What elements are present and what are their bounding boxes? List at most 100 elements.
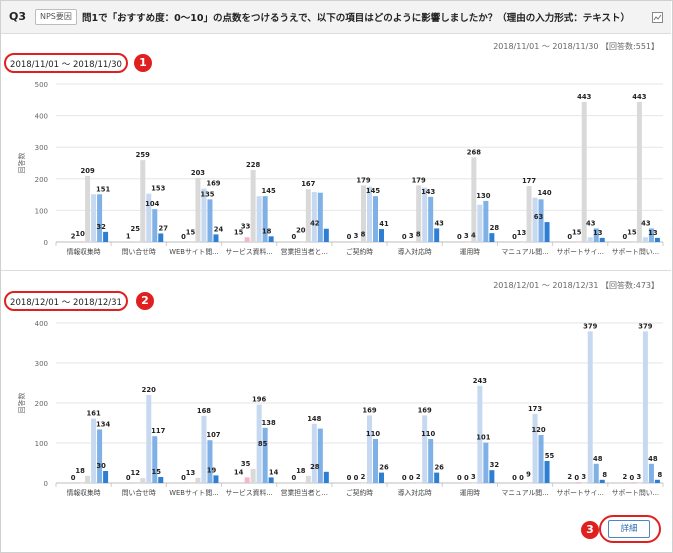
question-number: Q3: [9, 10, 27, 23]
bar: [575, 482, 581, 483]
data-label: 151: [96, 185, 110, 193]
data-label: 220: [142, 386, 156, 394]
question-title: 問1で「おすすめ度：0〜10」の点数をつけるうえで、以下の項目はどのように影響し…: [82, 13, 630, 24]
bar: [317, 192, 323, 242]
data-label: 0: [181, 233, 186, 241]
data-label: 8: [416, 230, 421, 238]
bar: [477, 385, 483, 483]
bar: [195, 477, 201, 483]
bar: [373, 196, 378, 242]
bar: [207, 440, 213, 483]
bar: [489, 470, 495, 483]
data-label: 0: [519, 474, 524, 482]
data-label: 33: [241, 223, 251, 231]
x-tick-label: サポートサイ...: [557, 489, 604, 497]
data-label: 0: [181, 474, 186, 482]
y-tick-label: 300: [35, 144, 48, 152]
data-label: 161: [86, 410, 100, 418]
data-label: 0: [126, 474, 131, 482]
data-label: 0: [457, 233, 462, 241]
data-label: 15: [627, 228, 637, 236]
bar: [538, 199, 544, 242]
annotation-badge-2: 2: [136, 292, 154, 310]
data-label: 26: [379, 464, 389, 472]
bar: [471, 157, 477, 242]
x-tick-label: 営業担当者と...: [281, 247, 328, 256]
bar: [599, 479, 605, 483]
y-tick-label: 200: [35, 176, 48, 184]
data-label: 179: [356, 176, 370, 184]
data-label: 173: [528, 405, 542, 413]
data-label: 130: [476, 192, 490, 200]
bar: [483, 200, 489, 242]
data-label: 8: [602, 471, 607, 479]
y-tick-label: 400: [35, 113, 48, 121]
y-tick-label: 100: [35, 207, 48, 215]
data-label: 110: [421, 430, 435, 438]
bar: [648, 463, 654, 483]
bar: [250, 169, 256, 242]
bar-chart-december: 0100200300400回答数01816113430情報収集時01222011…: [17, 320, 664, 497]
bar: [410, 483, 416, 484]
annotation-badge-3: 3: [581, 521, 599, 539]
bar: [91, 194, 97, 242]
data-label: 268: [467, 148, 481, 156]
bar: [97, 429, 103, 483]
bar: [575, 242, 581, 243]
data-label: 14: [234, 468, 244, 476]
x-tick-label: 運用時: [460, 247, 481, 256]
data-label: 135: [200, 190, 214, 198]
data-label: 110: [366, 430, 380, 438]
bar: [367, 415, 372, 483]
bar: [416, 185, 422, 242]
bar: [538, 435, 544, 483]
bar: [213, 475, 219, 483]
bar: [152, 209, 158, 242]
bar: [299, 483, 305, 484]
y-tick-label: 0: [44, 239, 48, 247]
chart-view-icon[interactable]: [652, 12, 663, 23]
data-label: 169: [362, 406, 376, 414]
data-label: 140: [537, 189, 551, 197]
x-tick-label: サポート問い...: [612, 248, 659, 256]
bar: [355, 242, 360, 243]
data-label: 443: [632, 93, 646, 101]
bar: [593, 463, 599, 483]
bar: [581, 483, 587, 484]
bar: [483, 442, 489, 483]
data-label: 0: [402, 474, 407, 482]
data-label: 24: [214, 225, 224, 233]
bar: [465, 242, 471, 243]
x-tick-label: ご契約時: [346, 247, 373, 256]
bar: [103, 231, 109, 242]
data-label: 0: [512, 233, 517, 241]
data-label: 134: [96, 420, 110, 428]
bar: [477, 204, 483, 242]
data-label: 3: [409, 232, 414, 240]
bar: [299, 242, 305, 243]
data-label: 3: [471, 473, 476, 481]
data-label: 48: [648, 455, 658, 463]
data-label: 143: [421, 188, 435, 196]
y-tick-label: 400: [35, 320, 48, 328]
bar: [79, 241, 85, 242]
y-axis-label: 回答数: [17, 153, 26, 174]
data-label: 3: [354, 232, 359, 240]
bar: [158, 233, 164, 242]
data-label: 209: [80, 167, 94, 175]
data-label: 10: [75, 230, 85, 238]
data-label: 169: [206, 180, 220, 188]
y-tick-label: 100: [35, 440, 48, 448]
x-tick-label: 導入対応時: [398, 488, 432, 497]
detail-button[interactable]: 詳細: [608, 520, 650, 538]
bar: [158, 477, 164, 483]
data-label: 43: [434, 219, 444, 227]
data-label: 0: [354, 474, 359, 482]
bar: [305, 475, 311, 483]
bar: [355, 483, 360, 484]
bar: [134, 483, 140, 484]
data-label: 2: [567, 473, 572, 481]
data-label: 167: [301, 180, 315, 188]
data-label: 0: [574, 474, 579, 482]
